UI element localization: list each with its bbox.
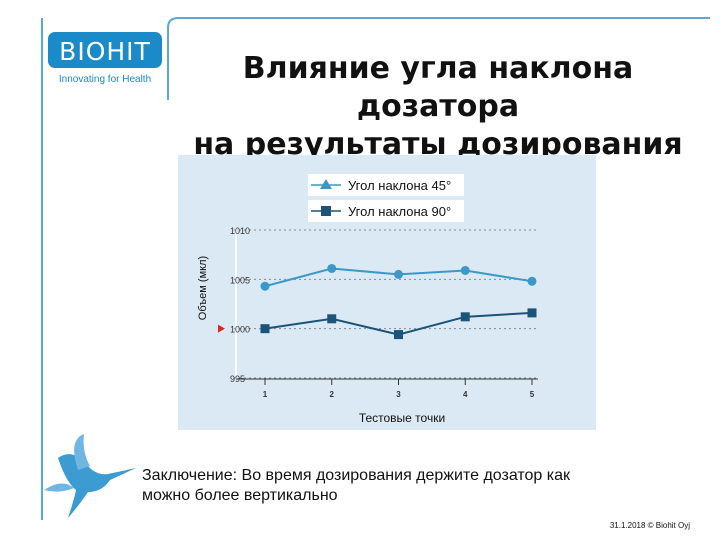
data-point-90 [394,330,403,340]
chart-background [178,155,596,430]
x-tick-label: 1 [263,390,268,399]
y-axis-label: Объем (мкл) [197,256,209,320]
hummingbird-logo [44,434,136,518]
legend-label-45: Угол наклона 45° [348,178,451,193]
x-tick-label: 5 [530,390,535,399]
conclusion-text: Заключение: Во время дозирования держите… [142,466,662,506]
data-point-45 [527,276,537,286]
data-point-90 [327,314,337,324]
legend-box-90 [308,200,464,222]
y-tick-label: 1000 [230,325,250,335]
x-tick-label: 3 [396,390,401,399]
reference-marker [218,324,225,333]
biohit-logo: BIOHIT Innovating for Health [48,32,162,85]
footer-text: 31.1.2018 © Biohit Oyj [609,521,690,530]
legend-marker-triangle [320,179,332,189]
x-tick-label: 2 [330,390,335,399]
logo-badge [48,32,162,68]
logo-brand: BIOHIT [59,37,151,66]
legend-marker-square [321,206,331,216]
y-tick-label: 995 [230,374,245,384]
data-point-90 [460,312,470,322]
conclusion-line-2: можно более вертикально [142,487,338,504]
data-point-90 [527,308,537,318]
legend-label-90: Угол наклона 90° [348,204,451,219]
data-point-45 [260,281,270,291]
data-point-45 [327,263,337,273]
chart-legend: Угол наклона 45° Угол наклона 90° [308,174,464,222]
x-axis-label: Тестовые точки [359,411,445,425]
x-tick-label: 4 [463,390,468,399]
title-line-1: Влияние угла наклона дозатора [242,51,634,124]
conclusion-line-1: Заключение: Во время дозирования держите… [142,467,571,484]
legend-box-45 [308,174,464,196]
data-point-45 [460,265,470,275]
y-tick-label: 1010 [230,226,250,236]
logo-tagline: Innovating for Health [59,74,151,85]
data-point-90 [260,324,270,334]
y-tick-label: 1005 [230,275,250,285]
data-point-45 [394,269,403,279]
